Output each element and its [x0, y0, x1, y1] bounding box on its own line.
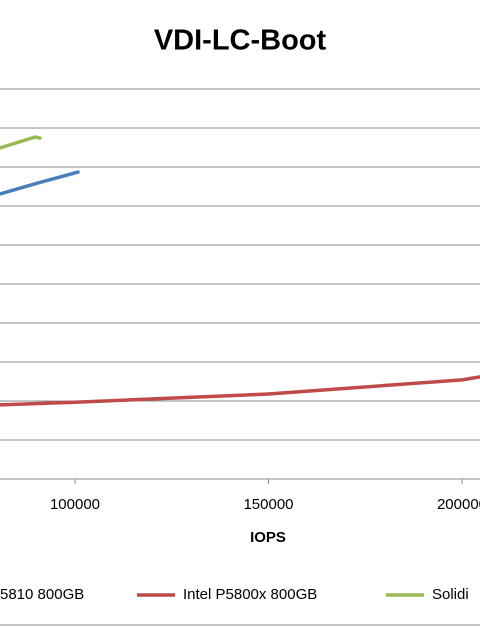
series-line	[0, 135, 42, 150]
x-tick-label: 100000	[50, 496, 100, 513]
series-line	[0, 170, 80, 196]
series-line	[0, 375, 480, 407]
x-axis-label: IOPS	[250, 529, 286, 546]
chart-title: VDI-LC-Boot	[154, 25, 327, 57]
x-tick-label: 150000	[243, 496, 293, 513]
legend-label: Intel P5800x 800GB	[183, 586, 317, 603]
legend-label: 5810 800GB	[0, 586, 84, 603]
x-tick-label: 200000	[437, 496, 480, 513]
legend-label: Solidi	[432, 586, 469, 603]
